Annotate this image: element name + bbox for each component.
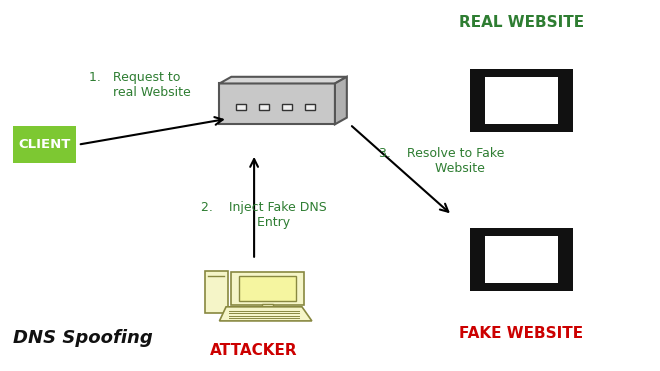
FancyBboxPatch shape <box>205 271 228 313</box>
FancyBboxPatch shape <box>262 304 273 312</box>
Text: REAL WEBSITE: REAL WEBSITE <box>459 15 584 30</box>
FancyBboxPatch shape <box>219 83 335 124</box>
FancyBboxPatch shape <box>231 272 304 305</box>
Text: 3.    Resolve to Fake
              Website: 3. Resolve to Fake Website <box>379 147 505 175</box>
Polygon shape <box>335 77 347 124</box>
FancyBboxPatch shape <box>484 236 558 283</box>
FancyBboxPatch shape <box>13 126 76 163</box>
FancyBboxPatch shape <box>239 276 296 301</box>
Polygon shape <box>219 77 347 83</box>
Text: FAKE WEBSITE: FAKE WEBSITE <box>459 326 583 341</box>
FancyBboxPatch shape <box>236 104 246 110</box>
FancyBboxPatch shape <box>484 77 558 124</box>
Text: 2.    Inject Fake DNS
              Entry: 2. Inject Fake DNS Entry <box>201 201 327 229</box>
Text: CLIENT: CLIENT <box>18 138 71 151</box>
FancyBboxPatch shape <box>259 104 269 110</box>
Polygon shape <box>219 307 312 321</box>
FancyBboxPatch shape <box>305 104 315 110</box>
Text: DNS Spoofing: DNS Spoofing <box>13 329 153 347</box>
FancyBboxPatch shape <box>470 228 573 291</box>
FancyBboxPatch shape <box>470 69 573 132</box>
Text: ATTACKER: ATTACKER <box>211 343 298 358</box>
FancyBboxPatch shape <box>282 104 292 110</box>
Text: 1.   Request to
      real Website: 1. Request to real Website <box>89 71 191 99</box>
